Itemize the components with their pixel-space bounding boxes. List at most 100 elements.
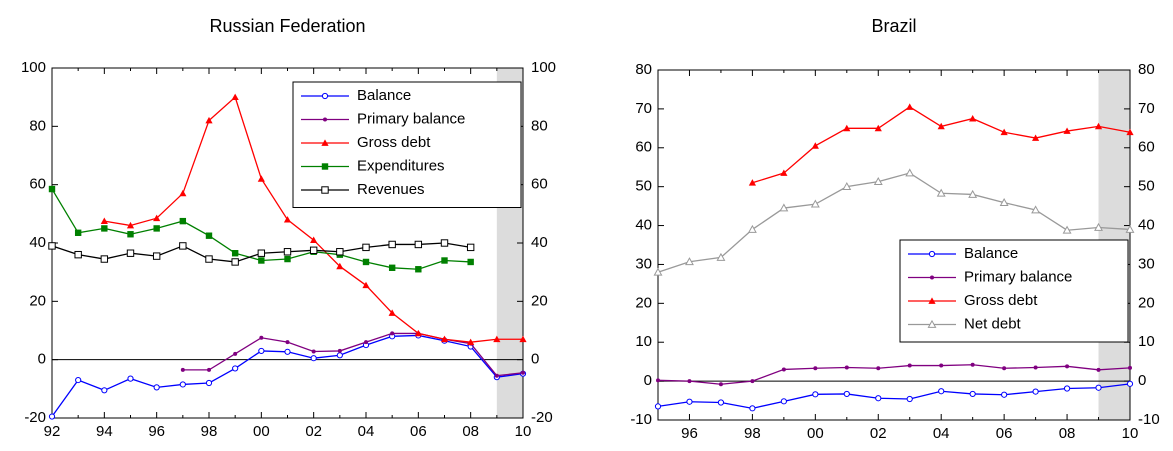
series-line — [657, 172, 1131, 273]
y-tick-label: 10 — [635, 333, 652, 350]
y2-tick-label: -20 — [531, 409, 553, 426]
chart-title: Russian Federation — [209, 16, 365, 36]
marker — [390, 331, 395, 336]
marker — [48, 242, 56, 250]
marker — [813, 366, 818, 371]
marker — [362, 243, 370, 252]
x-tick-label: 06 — [996, 425, 1013, 442]
marker — [283, 248, 292, 256]
marker — [1033, 365, 1038, 370]
y2-tick-label: 20 — [531, 292, 548, 309]
y2-tick-label: 100 — [531, 59, 556, 76]
y-tick-label: 50 — [635, 178, 652, 195]
marker — [101, 387, 108, 394]
marker — [231, 250, 239, 257]
x-tick-label: 10 — [515, 423, 532, 440]
marker — [323, 117, 327, 122]
marker — [718, 382, 723, 387]
y-tick-label: 0 — [644, 372, 652, 389]
legend-box — [292, 81, 522, 208]
marker — [811, 142, 819, 149]
legend-label: Balance — [964, 245, 1018, 262]
marker — [231, 258, 239, 266]
y-tick-label: 60 — [635, 139, 652, 156]
marker — [467, 338, 475, 346]
marker — [939, 363, 944, 368]
marker — [414, 240, 423, 249]
marker — [233, 351, 238, 356]
marker — [1126, 128, 1134, 136]
marker — [1094, 122, 1103, 130]
marker — [258, 257, 265, 264]
x-tick-label: 06 — [410, 423, 427, 440]
marker — [441, 257, 448, 264]
y-tick-label: 40 — [29, 234, 46, 251]
marker — [126, 221, 135, 229]
marker — [321, 139, 329, 146]
marker — [1002, 366, 1007, 371]
marker — [205, 379, 213, 387]
y-tick-label: 0 — [38, 351, 46, 368]
marker — [928, 250, 936, 258]
marker — [906, 395, 913, 403]
marker — [780, 169, 788, 176]
marker — [257, 175, 265, 182]
marker — [1063, 385, 1071, 392]
marker — [205, 232, 213, 239]
marker — [779, 203, 789, 212]
marker — [905, 168, 915, 177]
marker — [875, 395, 882, 402]
marker — [48, 413, 56, 420]
marker — [321, 186, 329, 194]
marker — [780, 398, 787, 405]
x-tick-label: 94 — [96, 423, 113, 440]
marker — [309, 246, 318, 254]
marker — [207, 367, 211, 372]
x-tick-label: 00 — [807, 425, 824, 442]
marker — [970, 362, 975, 367]
marker — [336, 262, 344, 270]
y2-tick-label: 70 — [1138, 100, 1155, 117]
legend-label: Net debt — [964, 315, 1022, 332]
marker — [750, 379, 755, 384]
chart-title: Brazil — [871, 16, 916, 36]
y-tick-label: 60 — [29, 176, 46, 193]
marker — [388, 309, 396, 316]
marker — [930, 275, 934, 280]
marker — [653, 267, 663, 276]
marker — [873, 176, 883, 185]
marker — [415, 266, 422, 273]
marker — [1126, 380, 1134, 387]
marker — [100, 255, 109, 263]
marker — [336, 248, 344, 256]
marker — [843, 124, 851, 132]
marker — [321, 92, 329, 100]
y-tick-label: 20 — [635, 294, 652, 311]
legend-label: Expenditures — [357, 157, 445, 174]
marker — [716, 252, 726, 261]
marker — [466, 243, 475, 252]
plot-frame — [657, 69, 1131, 421]
marker — [1065, 364, 1070, 369]
marker — [1095, 384, 1102, 391]
marker — [311, 349, 316, 354]
series-line — [51, 334, 524, 417]
x-tick-label: 04 — [358, 423, 375, 440]
marker — [1001, 391, 1008, 398]
marker — [519, 335, 527, 343]
y-tick-label: 100 — [21, 59, 46, 76]
marker — [153, 225, 160, 232]
y2-tick-label: 60 — [1138, 139, 1155, 156]
marker — [1125, 224, 1135, 233]
marker — [842, 182, 852, 191]
y2-tick-label: 20 — [1138, 294, 1155, 311]
marker — [1096, 367, 1101, 372]
x-tick-label: 10 — [1122, 425, 1139, 442]
marker — [843, 390, 850, 398]
marker — [321, 163, 329, 170]
marker — [687, 379, 692, 384]
marker — [205, 116, 213, 124]
y2-tick-label: 40 — [531, 234, 548, 251]
